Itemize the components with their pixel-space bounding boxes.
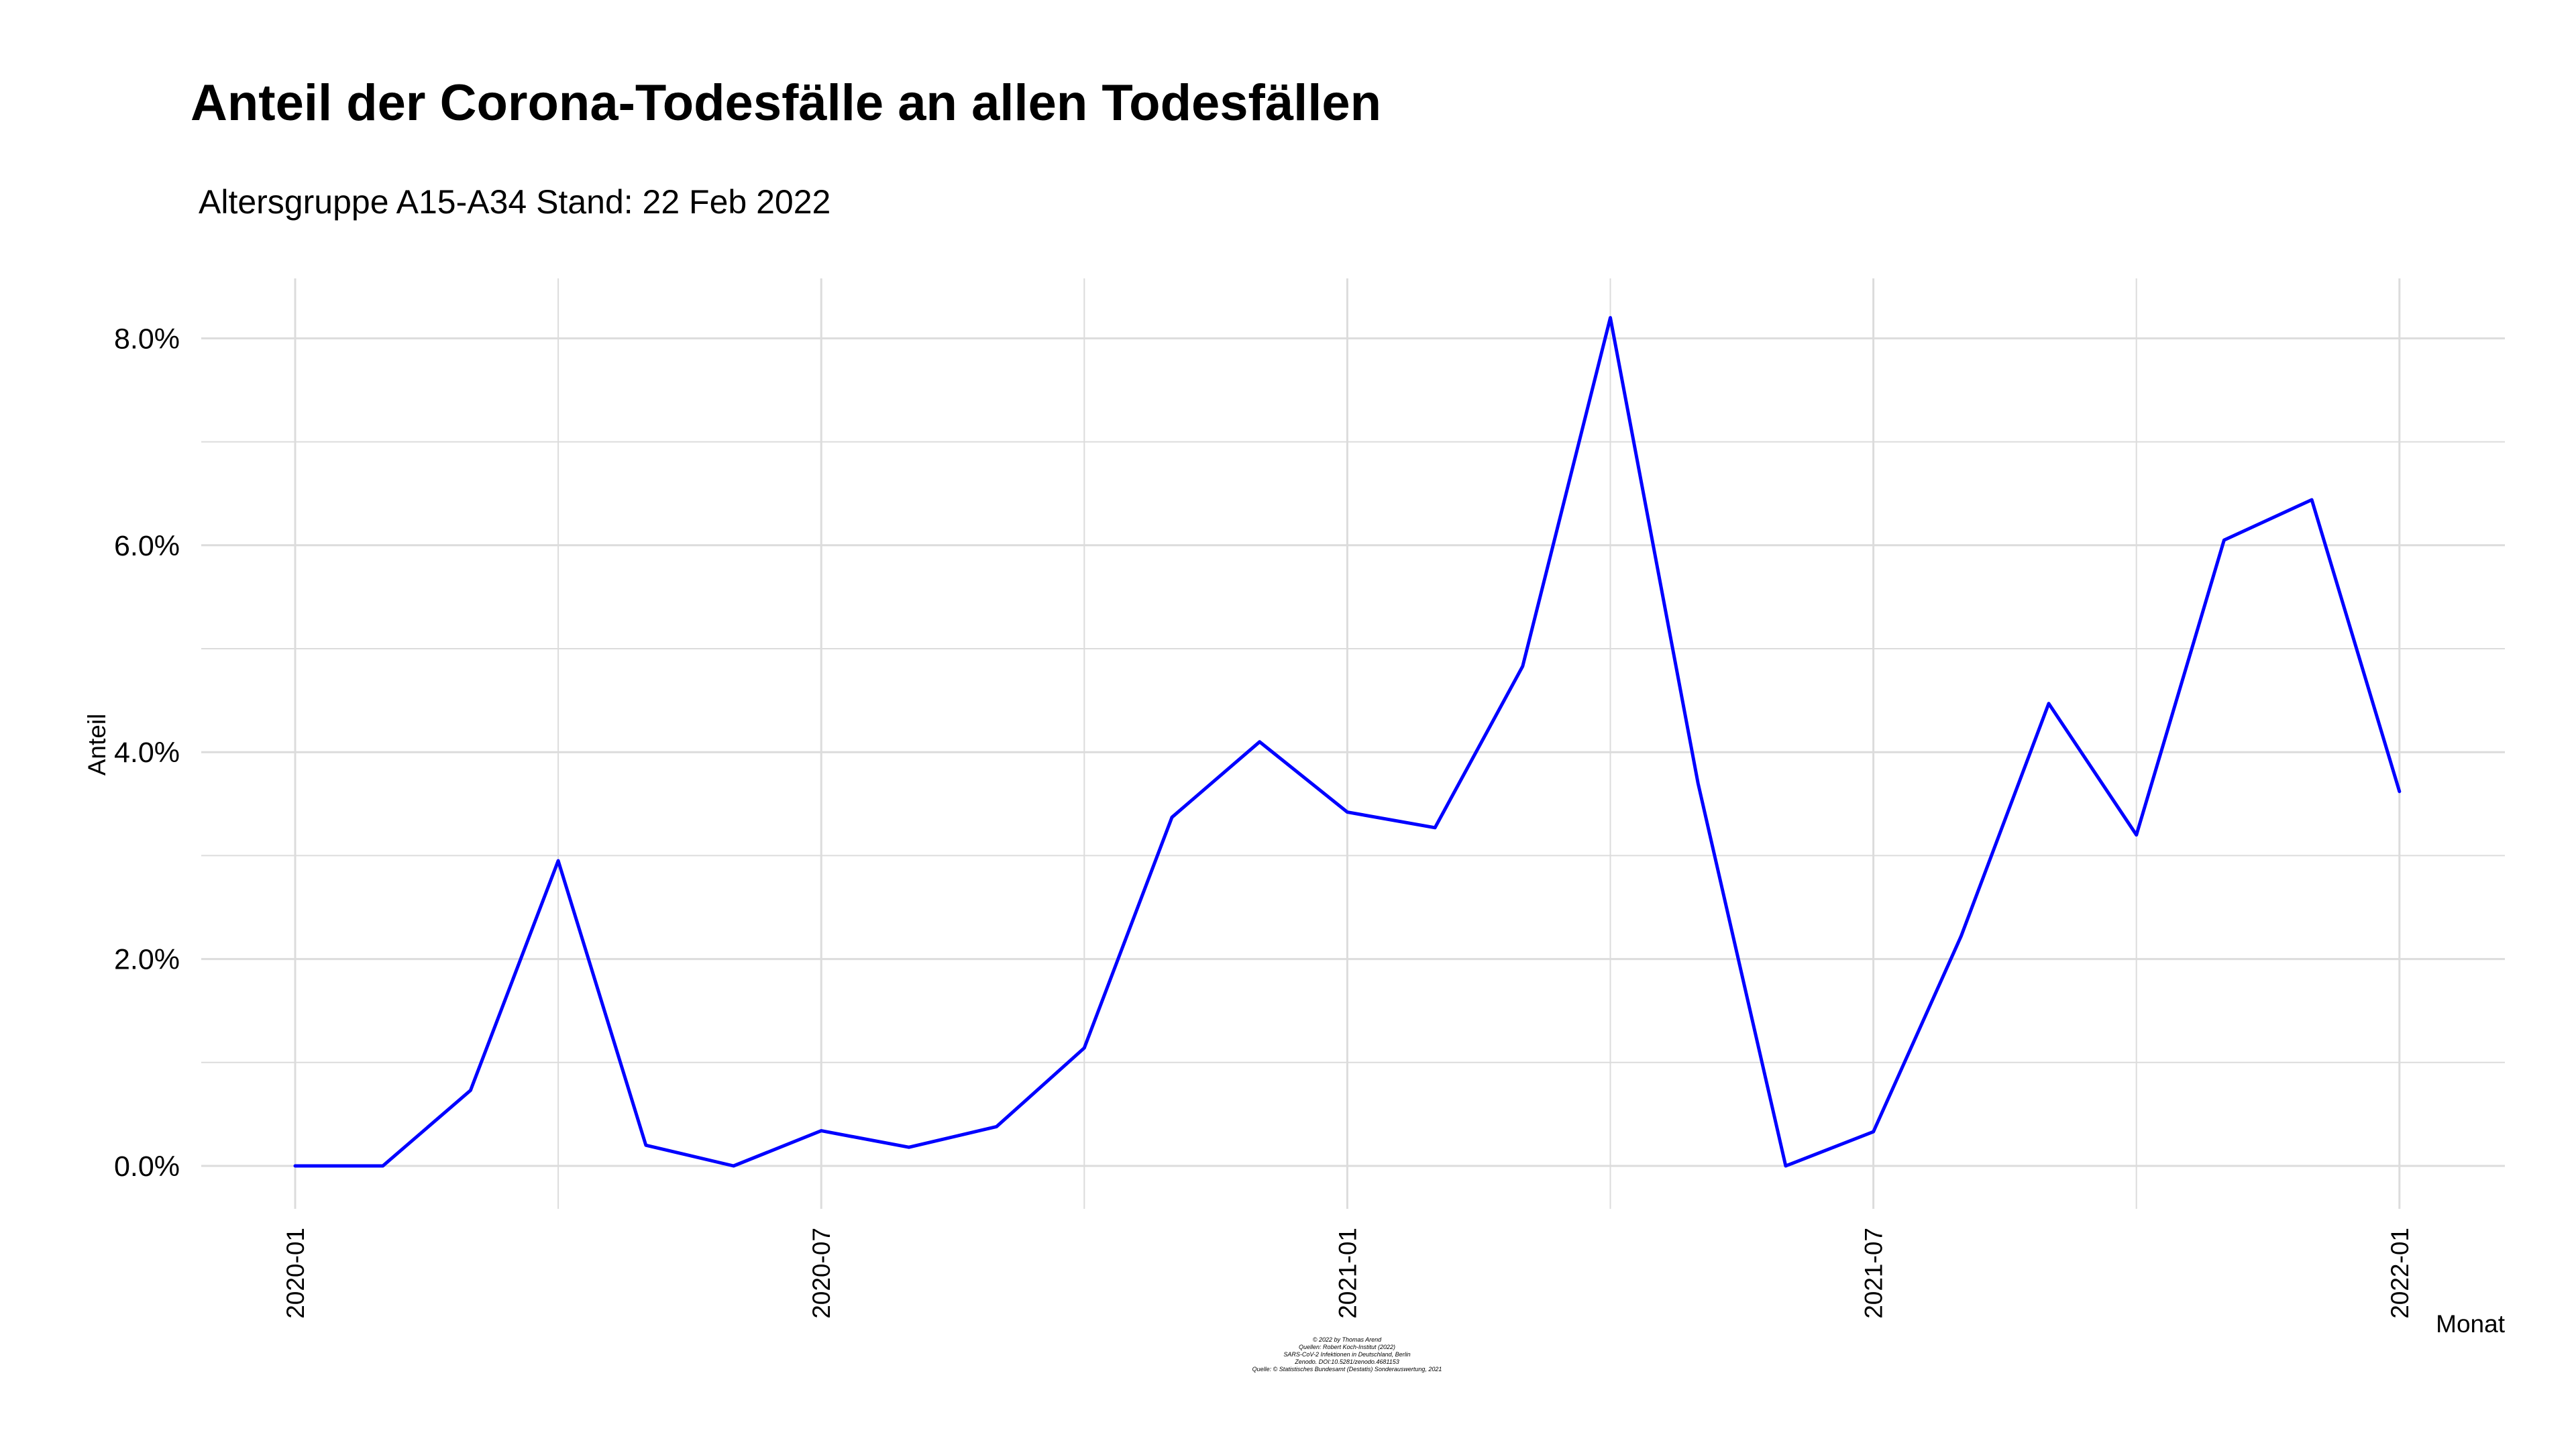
caption-line: Quellen: Robert Koch-Institut (2022) <box>1299 1344 1395 1350</box>
chart-title: Anteil der Corona-Todesfälle an allen To… <box>191 74 1381 131</box>
caption-line: © 2022 by Thomas Arend <box>1313 1336 1382 1343</box>
x-tick-label: 2022-01 <box>2386 1228 2414 1319</box>
y-tick-label: 8.0% <box>114 323 180 355</box>
caption-line: SARS-CoV-2 Infektionen in Deutschland, B… <box>1283 1351 1410 1358</box>
series-layer <box>293 316 2402 1168</box>
x-axis-title: Monat <box>2436 1310 2506 1338</box>
series-line <box>293 316 2402 1168</box>
x-axis-ticks: 2020-01 2020-07 2021-01 2021-07 2022-01 <box>282 1228 2414 1319</box>
caption-line: Quelle: © Statistisches Bundesamt (Desta… <box>1252 1366 1442 1373</box>
chart-subtitle: Altersgruppe A15-A34 Stand: 22 Feb 2022 <box>199 183 830 221</box>
y-axis-title: Anteil <box>83 714 111 776</box>
grid <box>201 278 2505 1209</box>
caption-line: Zenodo. DOI:10.5281/zenodo.4681153 <box>1294 1358 1399 1365</box>
y-tick-label: 2.0% <box>114 944 180 976</box>
y-axis-ticks: 0.0% 2.0% 4.0% 6.0% 8.0% <box>114 323 180 1183</box>
x-tick-label: 2020-01 <box>282 1228 309 1319</box>
x-tick-label: 2021-01 <box>1334 1228 1361 1319</box>
y-tick-label: 4.0% <box>114 737 180 769</box>
x-tick-label: 2020-07 <box>808 1228 835 1319</box>
y-tick-label: 6.0% <box>114 530 180 562</box>
x-tick-label: 2021-07 <box>1860 1228 1888 1319</box>
y-tick-label: 0.0% <box>114 1150 180 1183</box>
